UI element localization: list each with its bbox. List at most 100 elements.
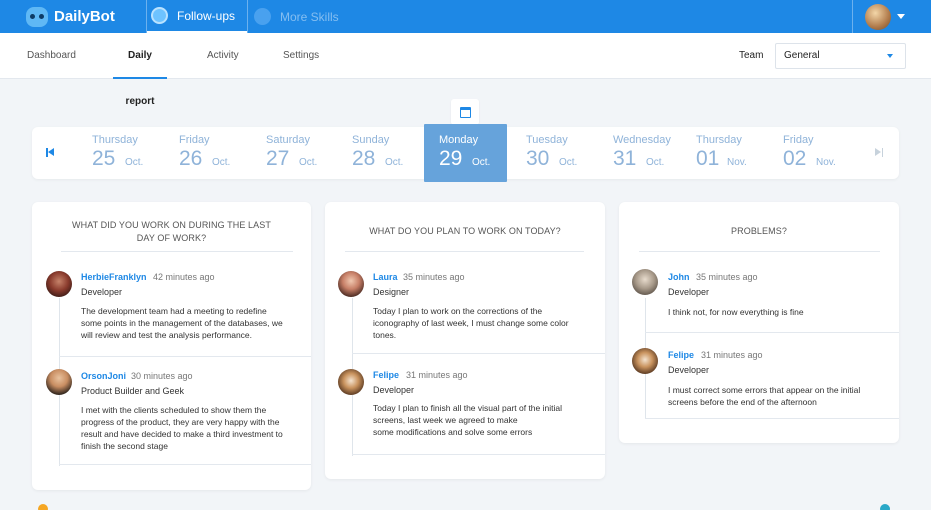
- topbar-divider: [247, 0, 248, 33]
- entry-time: 31 minutes ago: [406, 370, 468, 380]
- entry-text-line: some points in the management of the dat…: [81, 318, 283, 328]
- entry-text-line: finish the second stage: [81, 441, 168, 451]
- entry-role: Designer: [373, 287, 410, 297]
- chevron-down-icon[interactable]: [897, 14, 905, 19]
- date-number: 30: [526, 147, 550, 170]
- avatar[interactable]: [632, 348, 658, 374]
- user-menu[interactable]: [852, 0, 931, 33]
- entry-text-line: progress of the product, they are very h…: [81, 417, 280, 427]
- entry-text-line: screens, last week we agreed to make: [373, 415, 518, 425]
- entry-text-line: The development team had a meeting to re…: [81, 306, 267, 316]
- date-day-name: Friday: [179, 134, 210, 146]
- entry-divider: [645, 418, 899, 419]
- date-day-name: Wednesday: [613, 134, 671, 146]
- date-number: 31: [613, 147, 637, 170]
- team-label: Team: [739, 50, 764, 61]
- tab-follow-ups[interactable]: Follow-ups: [147, 0, 247, 33]
- entry-role: Developer: [668, 365, 710, 375]
- report-card-last-day: WHAT DID YOU WORK ON DURING THE LAST DAY…: [32, 202, 311, 490]
- calendar-button[interactable]: [451, 99, 479, 125]
- date-item[interactable]: Sunday 28 Oct.: [352, 127, 432, 179]
- date-item[interactable]: Thursday 01 Nov.: [696, 127, 776, 179]
- team-select[interactable]: General: [775, 43, 906, 69]
- calendar-icon: [459, 106, 471, 118]
- topbar-divider: [146, 0, 147, 33]
- date-day-name: Thursday: [696, 134, 742, 146]
- date-item[interactable]: Thursday 25 Oct.: [92, 127, 172, 179]
- dailybot-logo-icon: [26, 6, 48, 27]
- entry-author[interactable]: Felipe: [668, 350, 695, 360]
- followups-icon: [151, 7, 168, 24]
- avatar[interactable]: [338, 271, 364, 297]
- entry-role: Developer: [81, 287, 123, 297]
- entry-divider: [352, 454, 605, 455]
- date-item[interactable]: Tuesday 30 Oct.: [526, 127, 606, 179]
- card-title-line: WHAT DO YOU PLAN TO WORK ON TODAY?: [369, 226, 561, 236]
- chevron-down-icon: [887, 54, 893, 58]
- skip-next-icon[interactable]: [874, 148, 883, 157]
- card-divider: [345, 251, 584, 252]
- tab-daily-report[interactable]: Daily report: [113, 33, 167, 107]
- entry-divider: [59, 356, 311, 357]
- date-day-name: Thursday: [92, 134, 138, 146]
- team-select-value: General: [784, 50, 820, 61]
- tab-follow-ups-label: Follow-ups: [177, 8, 236, 23]
- entry-author[interactable]: HerbieFranklyn: [81, 272, 147, 282]
- entry-text: I think not, for now everything is fine: [668, 306, 896, 318]
- tab-settings[interactable]: Settings: [283, 50, 320, 61]
- tab-activity[interactable]: Activity: [207, 50, 239, 61]
- entry-time: 31 minutes ago: [701, 350, 763, 360]
- date-number: 01: [696, 147, 720, 170]
- avatar[interactable]: [632, 269, 658, 295]
- tab-dashboard[interactable]: Dashboard: [27, 50, 76, 61]
- entry-text: I met with the clients scheduled to show…: [81, 404, 307, 452]
- entry-text-line: some modifications and solve some errors: [373, 427, 533, 437]
- tab-more-skills-label: More Skills: [280, 9, 339, 24]
- date-item-selected[interactable]: Monday 29 Oct.: [424, 124, 507, 182]
- card-title-line: WHAT DID YOU WORK ON DURING THE LAST: [72, 220, 271, 230]
- entry-text-line: will review and test the analysis perfor…: [81, 330, 253, 340]
- entry-divider: [59, 464, 311, 465]
- date-number: 28: [352, 147, 376, 170]
- entry-author[interactable]: OrsonJoni: [81, 371, 127, 381]
- date-day-name: Sunday: [352, 134, 390, 146]
- entry-time: 42 minutes ago: [153, 272, 215, 282]
- entry-author[interactable]: John: [668, 272, 690, 282]
- entry-time: 35 minutes ago: [696, 272, 758, 282]
- date-day-name: Friday: [783, 134, 814, 146]
- entry-text-line: tones.: [373, 330, 397, 340]
- entry-text: The development team had a meeting to re…: [81, 305, 306, 341]
- user-avatar[interactable]: [865, 3, 891, 30]
- brand-logo[interactable]: DailyBot: [26, 6, 146, 27]
- entry-author[interactable]: Laura: [373, 272, 398, 282]
- date-month: Oct.: [646, 157, 665, 168]
- card-divider: [639, 251, 880, 252]
- date-month: Nov.: [816, 157, 836, 168]
- date-item[interactable]: Friday 26 Oct.: [179, 127, 259, 179]
- date-item[interactable]: Wednesday 31 Oct.: [613, 127, 693, 179]
- date-number: 26: [179, 147, 203, 170]
- entry-divider: [645, 332, 899, 333]
- tab-more-skills[interactable]: More Skills: [250, 0, 349, 33]
- date-month: Oct.: [125, 157, 144, 168]
- report-card-problems: PROBLEMS? John 35 minutes ago Developer …: [619, 202, 899, 443]
- decorative-dot: [880, 504, 890, 510]
- date-month: Oct.: [212, 157, 231, 168]
- date-month: Oct.: [299, 157, 318, 168]
- report-card-today: WHAT DO YOU PLAN TO WORK ON TODAY? Laura…: [325, 202, 605, 479]
- avatar[interactable]: [338, 369, 364, 395]
- card-title-line: DAY OF WORK?: [136, 233, 207, 243]
- card-title: PROBLEMS?: [619, 225, 899, 238]
- entry-role: Product Builder and Geek: [81, 386, 185, 396]
- date-strip: Thursday 25 Oct. Friday 26 Oct. Saturday…: [32, 124, 899, 182]
- entry-text-line: I met with the clients scheduled to show…: [81, 405, 267, 415]
- date-month: Oct.: [472, 157, 491, 168]
- date-item[interactable]: Saturday 27 Oct.: [266, 127, 346, 179]
- top-app-bar: DailyBot Follow-ups More Skills: [0, 0, 931, 33]
- skip-previous-icon[interactable]: [46, 148, 55, 157]
- avatar[interactable]: [46, 271, 72, 297]
- entry-author[interactable]: Felipe: [373, 370, 400, 380]
- avatar[interactable]: [46, 369, 72, 395]
- date-day-name: Monday: [439, 134, 479, 146]
- date-item[interactable]: Friday 02 Nov.: [783, 127, 863, 179]
